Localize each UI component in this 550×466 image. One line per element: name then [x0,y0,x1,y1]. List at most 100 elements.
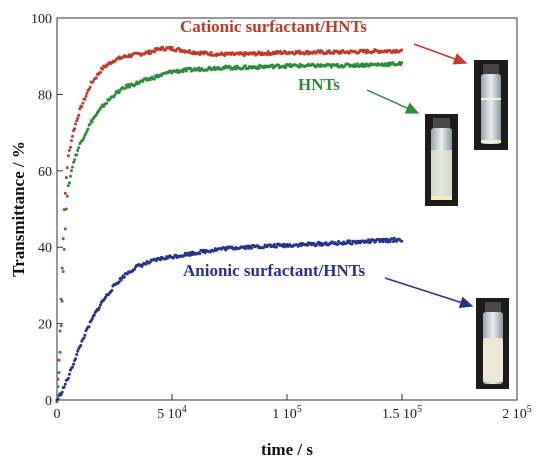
data-point [78,107,82,111]
data-point [223,54,227,58]
series-3 [55,236,404,402]
data-point [63,191,67,195]
data-point [70,139,73,143]
series-1 [55,45,404,402]
data-point [117,280,121,284]
data-point [152,77,156,81]
data-point [272,243,276,246]
data-point [84,94,88,98]
data-point [400,61,404,65]
data-point [119,278,123,282]
data-point [67,372,71,376]
data-point [105,101,109,105]
y-tick-label: 20 [38,318,52,333]
data-point [75,153,79,157]
series-label-anionic: Anionic surfactant/HNTs [183,261,366,280]
data-point [99,71,102,74]
data-point [56,397,60,401]
y-tick-label: 100 [31,12,52,27]
data-point [76,116,80,120]
data-point [198,252,202,256]
data-point [83,333,87,337]
data-point [59,393,63,397]
vial-photo-cationic [474,60,508,150]
data-point [88,122,92,126]
vial-photo-hnts [425,114,458,206]
data-point [113,93,117,97]
data-point [77,146,81,150]
arrow-cationic [413,43,468,65]
y-tick-label: 60 [38,165,52,180]
data-point [243,64,247,68]
data-point [99,303,102,307]
y-tick-label: 40 [38,241,52,256]
data-point [336,242,339,246]
data-point [177,47,181,51]
data-point [104,295,108,299]
data-point [62,385,66,389]
data-point [159,258,162,262]
data-point [144,262,148,266]
series-label-cationic: Cationic surfactant/HNTs [180,17,367,36]
y-tick-label: 80 [38,88,52,103]
data-point [350,242,354,246]
data-point [82,136,86,140]
data-point [355,62,359,66]
data-point [56,385,60,388]
data-point [242,54,246,58]
data-point [88,85,92,89]
data-point [97,306,101,310]
data-point [94,76,98,80]
data-point [348,239,352,243]
data-point [257,66,261,70]
data-point [363,64,367,68]
data-point [74,122,78,126]
data-point [58,329,62,333]
data-point [189,66,192,70]
data-point [77,113,81,117]
data-point [57,371,61,375]
data-point [91,80,95,84]
data-point [61,237,65,241]
vial-photo-anionic [476,298,509,389]
data-point [181,70,185,74]
series-layer [55,45,404,404]
data-point [101,67,104,71]
data-point [92,313,96,317]
data-point [277,63,280,67]
data-point [170,45,174,49]
data-point [79,344,83,347]
data-point [96,308,100,312]
data-point [57,358,61,362]
data-point [274,245,278,249]
data-point [64,176,68,180]
data-point [90,120,94,124]
data-point [60,266,64,270]
data-point [65,194,69,198]
data-point [117,91,121,95]
data-point [56,377,60,381]
data-point [67,148,71,152]
data-point [63,382,67,386]
data-point [74,357,78,361]
data-point [62,247,66,251]
axis-ticks: 0 20 40 60 80 100 0 5 104 1 105 1.5 105 2 105 [31,12,532,422]
data-point [336,62,339,66]
data-point [71,134,74,138]
data-point [66,184,70,188]
data-point [76,149,80,152]
y-axis-title: Transmittance / % [9,141,28,277]
data-point [388,240,392,243]
y-tick-label: 0 [45,394,52,409]
data-point [284,66,288,69]
data-point [67,181,71,185]
arrow-hnts [366,89,420,114]
data-point [63,227,67,231]
data-point [59,324,63,328]
data-point [297,49,301,53]
data-point [122,275,126,279]
data-point [76,349,80,353]
data-point [152,50,156,54]
data-point [87,325,91,329]
data-point [331,52,335,55]
